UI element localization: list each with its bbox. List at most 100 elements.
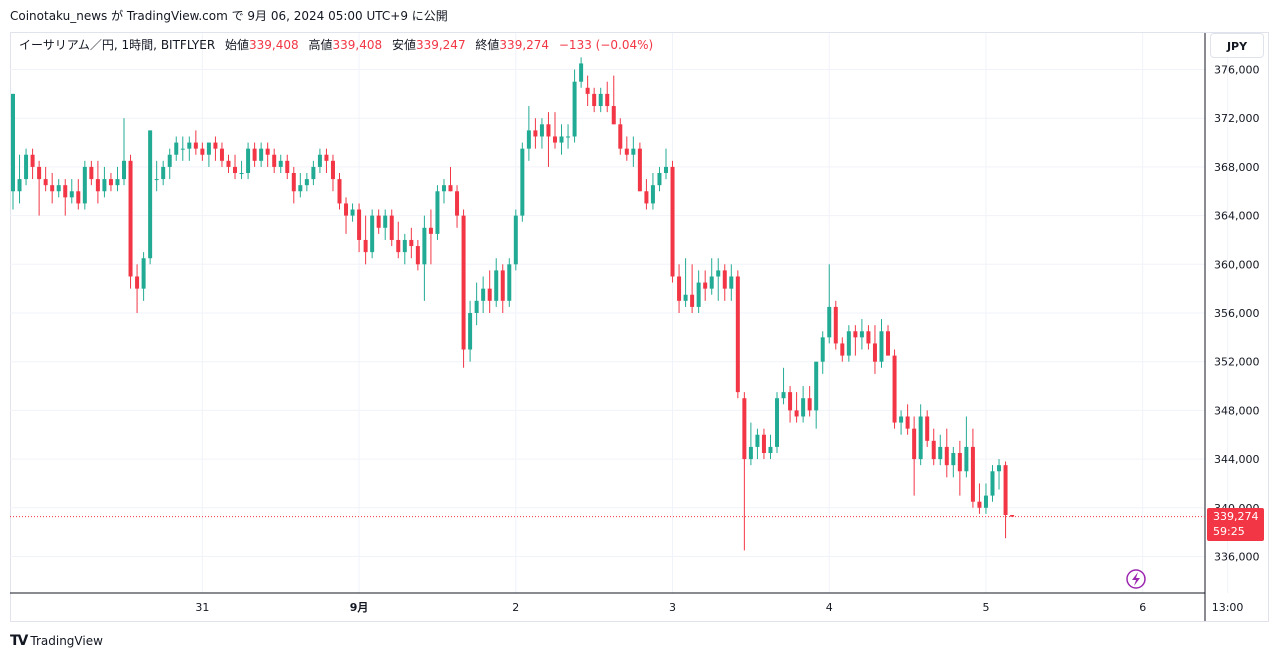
candle-body (579, 63, 584, 82)
x-tick-label: 13:00 (1212, 601, 1244, 614)
y-tick-label: 376,000 (1214, 64, 1260, 77)
candle-body (546, 124, 551, 137)
x-tick-label: 9月 (350, 601, 369, 614)
candle-body (722, 270, 727, 289)
candle-body (455, 191, 460, 216)
candle-body (664, 166, 668, 173)
candle-body (526, 130, 531, 149)
candle-body (755, 434, 760, 447)
candle-body (1010, 514, 1015, 517)
tradingview-logo-icon: TV (10, 633, 28, 649)
candle-body (180, 148, 185, 150)
candle-body (115, 179, 120, 186)
candle-body (167, 154, 172, 167)
candle-body (311, 166, 316, 180)
candle-body (461, 215, 466, 350)
candle-body (494, 270, 499, 301)
candle-body (370, 215, 375, 253)
candle-body (415, 246, 420, 265)
candle-body (285, 160, 290, 173)
y-tick-label: 344,000 (1214, 453, 1260, 466)
candle-body (24, 154, 29, 180)
candle-body (742, 398, 747, 460)
candle-body (82, 166, 87, 204)
candle-body (108, 179, 113, 186)
candle-body (513, 215, 518, 265)
candle-body (324, 154, 329, 161)
candle-body (219, 148, 224, 161)
high-label: 高値 (308, 38, 333, 52)
candle-body (43, 179, 48, 186)
chart-frame[interactable] (10, 32, 1269, 622)
candle-body (761, 434, 766, 453)
candle-body (500, 270, 505, 301)
candle-body (585, 87, 590, 94)
y-tick-label: 348,000 (1214, 404, 1260, 417)
candle-body (775, 398, 780, 447)
candle-body (951, 453, 956, 466)
candle-body (598, 93, 603, 107)
publish-line: Coinotaku_news が TradingView.com で 9月 06… (10, 9, 448, 23)
candle-body (376, 215, 381, 228)
candle-body (983, 495, 988, 508)
candle-body (624, 148, 629, 155)
candle-body (931, 440, 936, 460)
candle-body (317, 154, 322, 167)
candle-body (990, 471, 995, 496)
candle-body (474, 300, 479, 313)
candle-body (997, 465, 1002, 472)
candle-body (533, 130, 538, 137)
candle-body (330, 160, 335, 180)
candle-body (187, 142, 192, 149)
candle-body (572, 81, 577, 137)
candle-body (957, 453, 962, 472)
close-label: 終値 (475, 38, 500, 52)
candle-body (539, 124, 544, 137)
candle-body (820, 337, 825, 362)
y-tick-label: 364,000 (1214, 210, 1260, 223)
close-value: 339,274 (499, 38, 550, 52)
brand-label: TradingView (30, 634, 103, 648)
candle-body (788, 392, 793, 411)
candle-body (409, 239, 414, 247)
candle-body (970, 446, 975, 502)
candle-body (696, 282, 701, 307)
lightning-icon[interactable] (1126, 569, 1146, 589)
candle-body (892, 355, 897, 423)
y-tick-label: 372,000 (1214, 112, 1260, 125)
y-tick-label: 356,000 (1214, 307, 1260, 320)
candle-body (748, 446, 753, 460)
candle-body (363, 239, 368, 253)
candle-body (611, 106, 616, 125)
candle-body (148, 130, 153, 259)
candle-body (487, 288, 492, 301)
x-tick-label: 2 (512, 601, 519, 614)
candle-body (690, 294, 695, 307)
candle-body (781, 392, 786, 399)
candle-body (670, 166, 675, 277)
candle-body (233, 166, 238, 173)
candle-body (246, 148, 251, 173)
candle-body (468, 313, 473, 350)
candle-body (226, 160, 231, 167)
candle-body (977, 501, 982, 508)
candle-body (206, 142, 211, 155)
x-tick-label: 3 (669, 601, 676, 614)
candle-body (846, 331, 851, 356)
candle-body (964, 446, 969, 472)
candle-body (50, 185, 55, 192)
candle-body (559, 136, 564, 143)
last-price-value: 339,274 (1213, 510, 1259, 523)
candle-body (677, 276, 682, 301)
currency-button[interactable]: JPY (1210, 33, 1264, 58)
candle-body (507, 264, 512, 301)
candle-body (95, 179, 100, 192)
footer-brand[interactable]: TV TradingView (10, 631, 103, 651)
x-tick-label: 4 (826, 601, 833, 614)
candle-body (866, 331, 871, 344)
candle-body (435, 191, 440, 234)
candle-body (899, 416, 904, 423)
candle-body (200, 148, 205, 155)
y-tick-label: 352,000 (1214, 356, 1260, 369)
